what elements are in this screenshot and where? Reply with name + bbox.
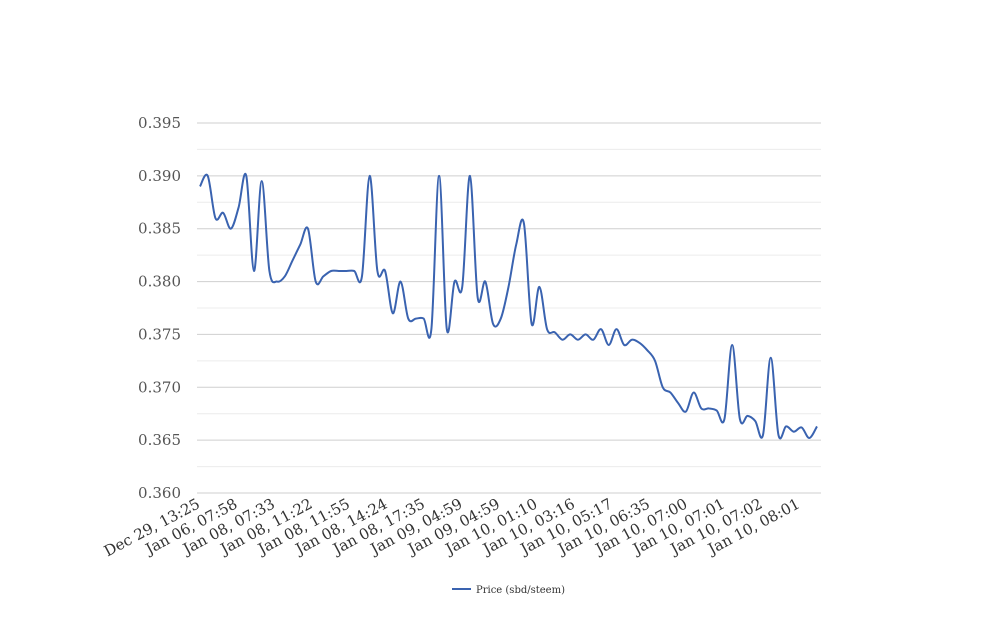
legend: Price (sbd/steem) [452,585,565,596]
y-tick-label: 0.375 [138,325,181,343]
series-layer [199,172,818,440]
y-tick-label: 0.395 [138,114,181,132]
y-axis-ticks: 0.360 0.365 0.370 0.375 0.380 0.385 0.390 0.395 [138,114,181,502]
y-tick-label: 0.380 [138,273,181,291]
grid-lines [197,122,821,494]
y-tick-label: 0.365 [138,431,181,449]
y-tick-label: 0.360 [138,484,181,502]
legend-label: Price (sbd/steem) [476,585,565,596]
series-line-0 [199,172,818,440]
y-tick-label: 0.390 [138,167,181,185]
y-tick-label: 0.385 [138,220,181,238]
y-tick-label: 0.370 [138,378,181,396]
